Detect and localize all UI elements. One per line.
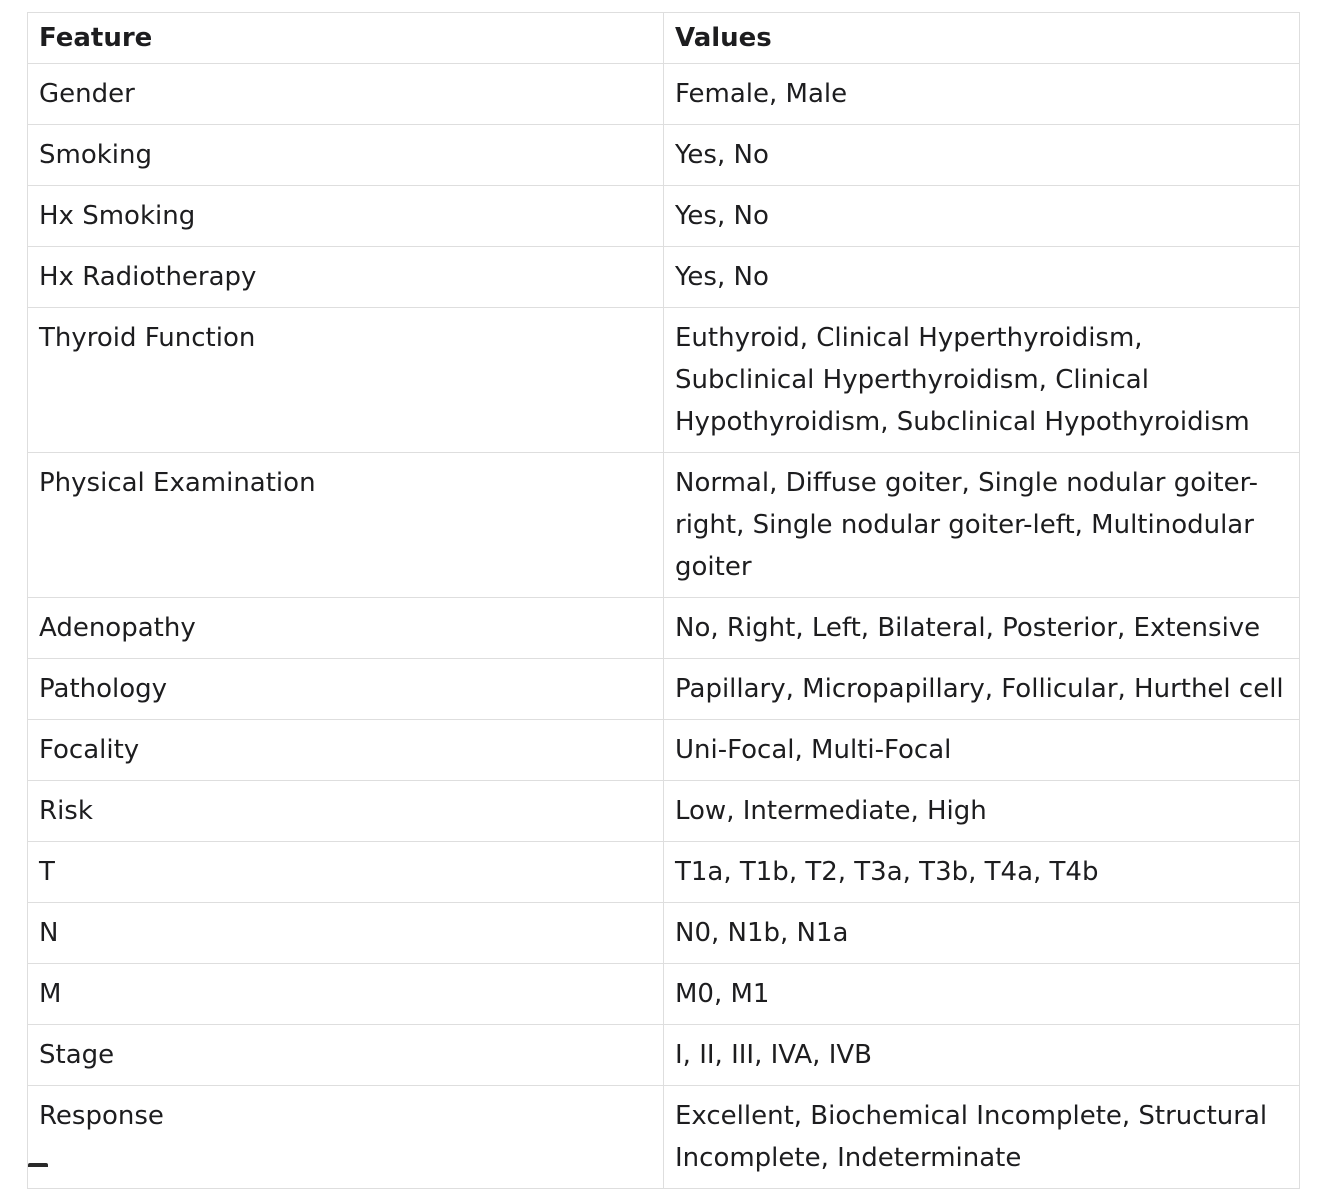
table-row: M M0, M1 — [27, 963, 1300, 1025]
values-cell: No, Right, Left, Bilateral, Posterior, E… — [663, 597, 1300, 659]
table-row: Pathology Papillary, Micropapillary, Foll… — [27, 658, 1300, 720]
feature-cell: N — [27, 902, 664, 964]
values-cell: Excellent, Biochemical Incomplete, Struc… — [663, 1085, 1300, 1189]
table-row: Stage I, II, III, IVA, IVB — [27, 1024, 1300, 1086]
values-cell: Low, Intermediate, High — [663, 780, 1300, 842]
values-cell: I, II, III, IVA, IVB — [663, 1024, 1300, 1086]
values-cell: Papillary, Micropapillary, Follicular, H… — [663, 658, 1300, 720]
table-row: Response Excellent, Biochemical Incomplet… — [27, 1085, 1300, 1189]
feature-cell: Hx Radiotherapy — [27, 246, 664, 308]
feature-table-container: Feature Values Gender Female, Male Smoking… — [27, 12, 1300, 1189]
table-body: Gender Female, Male Smoking Yes, No Hx Smoki… — [27, 63, 1300, 1189]
feature-cell: T — [27, 841, 664, 903]
header-row: Feature Values — [27, 12, 1300, 64]
feature-cell: Hx Smoking — [27, 185, 664, 247]
values-cell: M0, M1 — [663, 963, 1300, 1025]
feature-cell: Physical Examination — [27, 452, 664, 598]
feature-cell: Focality — [27, 719, 664, 781]
feature-cell: Pathology — [27, 658, 664, 720]
feature-cell: Response — [27, 1085, 664, 1189]
feature-cell: Smoking — [27, 124, 664, 186]
feature-values-table: Feature Values Gender Female, Male Smoking… — [27, 12, 1300, 1189]
table-row: N N0, N1b, N1a — [27, 902, 1300, 964]
values-cell: T1a, T1b, T2, T3a, T3b, T4a, T4b — [663, 841, 1300, 903]
feature-cell: Adenopathy — [27, 597, 664, 659]
values-cell: Female, Male — [663, 63, 1300, 125]
values-cell: Yes, No — [663, 185, 1300, 247]
table-row: T T1a, T1b, T2, T3a, T3b, T4a, T4b — [27, 841, 1300, 903]
feature-cell: Stage — [27, 1024, 664, 1086]
values-cell: Normal, Diffuse goiter, Single nodular g… — [663, 452, 1300, 598]
values-cell: Euthyroid, Clinical Hyperthyroidism, Sub… — [663, 307, 1300, 453]
values-cell: Yes, No — [663, 124, 1300, 186]
feature-cell: Gender — [27, 63, 664, 125]
table-row: Hx Smoking Yes, No — [27, 185, 1300, 247]
values-cell: Uni-Focal, Multi-Focal — [663, 719, 1300, 781]
table-row: Thyroid Function Euthyroid, Clinical Hype… — [27, 307, 1300, 453]
values-cell: Yes, No — [663, 246, 1300, 308]
bottom-edge-mark — [28, 1163, 48, 1167]
table-row: Smoking Yes, No — [27, 124, 1300, 186]
feature-cell: Risk — [27, 780, 664, 842]
header-feature: Feature — [27, 12, 664, 64]
feature-cell: Thyroid Function — [27, 307, 664, 453]
header-values: Values — [663, 12, 1300, 64]
table-row: Physical Examination Normal, Diffuse goit… — [27, 452, 1300, 598]
table-row: Adenopathy No, Right, Left, Bilateral, Po… — [27, 597, 1300, 659]
values-cell: N0, N1b, N1a — [663, 902, 1300, 964]
feature-cell: M — [27, 963, 664, 1025]
table-row: Hx Radiotherapy Yes, No — [27, 246, 1300, 308]
table-row: Focality Uni-Focal, Multi-Focal — [27, 719, 1300, 781]
table-row: Risk Low, Intermediate, High — [27, 780, 1300, 842]
table-row: Gender Female, Male — [27, 63, 1300, 125]
table-header: Feature Values — [27, 12, 1300, 64]
